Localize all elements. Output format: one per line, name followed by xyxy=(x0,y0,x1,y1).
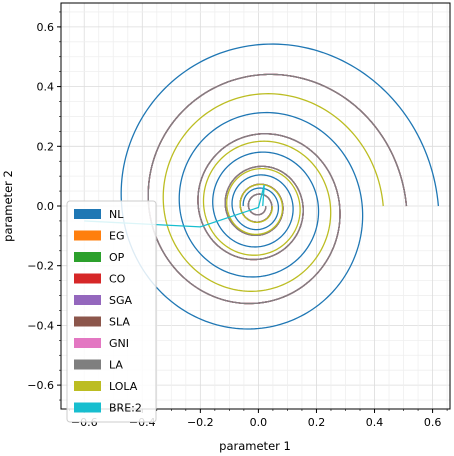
legend-label: GNI xyxy=(109,337,129,350)
legend-swatch xyxy=(74,338,101,348)
legend-label: SLA xyxy=(109,316,130,329)
y-tick-label: −0.2 xyxy=(27,260,54,273)
legend-swatch xyxy=(74,316,101,327)
legend-label: EG xyxy=(109,230,124,243)
legend-label: BRE:2 xyxy=(109,402,142,415)
y-axis-title: parameter 2 xyxy=(1,170,15,242)
legend-label: LOLA xyxy=(109,380,138,393)
y-tick-label: 0.2 xyxy=(37,140,55,153)
y-tick-label: −0.6 xyxy=(27,379,54,392)
legend-label: NL xyxy=(109,208,124,221)
legend-label: SGA xyxy=(109,294,133,307)
y-tick-label: 0.0 xyxy=(37,200,55,213)
y-tick-label: 0.4 xyxy=(37,81,55,94)
x-tick-label: −0.2 xyxy=(187,416,214,429)
legend-swatch xyxy=(74,273,101,284)
legend-swatch xyxy=(74,252,101,262)
x-tick-label: 0.2 xyxy=(308,416,326,429)
legend-label: LA xyxy=(109,359,123,372)
legend-swatch xyxy=(74,209,101,219)
series-line-la xyxy=(147,73,408,305)
series-line-nl xyxy=(120,43,440,330)
legend-swatch xyxy=(74,381,101,391)
x-tick-label: 0.6 xyxy=(424,416,442,429)
series-group xyxy=(84,43,440,330)
series-line-bre-2 xyxy=(84,184,265,228)
legend: NL EG OP CO SGA SLA GNI LA LOLA BRE:2 xyxy=(66,200,157,423)
legend-label: OP xyxy=(109,251,125,264)
x-axis-title: parameter 1 xyxy=(219,439,291,453)
legend-swatch xyxy=(74,402,101,413)
y-tick-label: 0.6 xyxy=(37,21,55,34)
legend-swatch xyxy=(74,230,101,241)
legend-swatch xyxy=(74,295,101,305)
x-tick-label: 0.4 xyxy=(366,416,384,429)
x-tick-label: 0.0 xyxy=(250,416,268,429)
series-line-lola xyxy=(162,93,384,292)
legend-label: CO xyxy=(109,273,126,286)
legend-swatch xyxy=(74,359,101,370)
y-tick-label: −0.4 xyxy=(27,319,54,332)
